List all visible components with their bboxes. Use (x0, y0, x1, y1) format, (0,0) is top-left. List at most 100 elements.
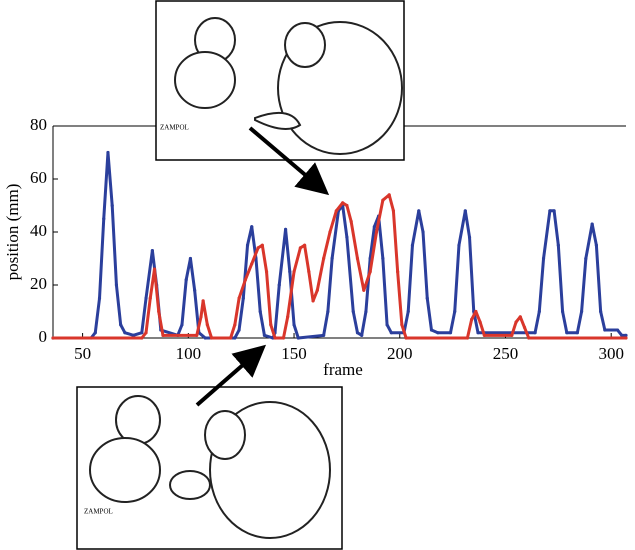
data-point (389, 331, 393, 335)
data-point (565, 331, 569, 335)
data-point (463, 209, 467, 213)
data-point (510, 333, 514, 337)
data-point (421, 230, 425, 234)
data-point (237, 296, 241, 300)
data-point (209, 336, 214, 340)
data-point (448, 331, 453, 335)
data-point (256, 246, 260, 250)
sketch (115, 395, 161, 445)
data-point (355, 331, 360, 335)
data-point (311, 299, 315, 303)
arrow (195, 344, 267, 407)
plot-area: 0 20 40 60 80 50 100 150 200 250 300 (30, 115, 628, 363)
data-point (161, 333, 165, 337)
data-point (624, 333, 628, 337)
data-point (579, 309, 584, 314)
data-point (385, 323, 389, 327)
x-tick-label: 300 (598, 344, 624, 363)
data-point (474, 309, 478, 314)
sketch (89, 437, 161, 503)
y-tick-label: 20 (30, 274, 47, 293)
data-point (233, 336, 237, 340)
data-point (467, 235, 472, 239)
data-point (144, 331, 148, 335)
data-point (624, 336, 628, 340)
data-point (102, 217, 106, 221)
data-point (381, 198, 385, 202)
arrow (248, 126, 330, 196)
data-point (355, 256, 360, 261)
data-point (114, 283, 119, 287)
data-point (368, 270, 372, 274)
data-point (273, 336, 277, 340)
data-point (140, 331, 144, 335)
data-point (620, 333, 624, 337)
data-point (330, 256, 334, 261)
data-point (110, 203, 114, 208)
data-point (326, 309, 330, 314)
data-point (391, 209, 396, 213)
data-point (522, 325, 527, 329)
data-point (417, 209, 421, 213)
data-point (429, 328, 434, 332)
data-point (250, 262, 254, 266)
data-point (345, 203, 349, 208)
data-point (590, 222, 594, 226)
data-point (292, 323, 296, 327)
data-point (322, 256, 326, 261)
data-point (387, 193, 391, 197)
y-tick-label: 40 (30, 221, 47, 240)
data-point (548, 209, 552, 213)
data-point (243, 278, 248, 282)
data-point (406, 309, 410, 314)
data-point (148, 296, 152, 300)
data-point (396, 270, 400, 274)
data-point (552, 209, 556, 213)
data-point (345, 235, 349, 239)
sketch (204, 410, 246, 460)
data-point (119, 323, 123, 327)
data-point (594, 243, 598, 247)
data-point (400, 323, 404, 327)
data-point (404, 336, 408, 340)
data-point (140, 336, 144, 340)
data-point (425, 296, 429, 300)
data-point (603, 328, 607, 332)
data-point (264, 270, 269, 274)
data-point (518, 315, 522, 319)
data-point (470, 317, 474, 322)
data-point (298, 246, 302, 250)
data-point (283, 227, 288, 231)
data-point (436, 331, 440, 335)
x-axis-label: frame (323, 360, 363, 379)
data-point (195, 333, 199, 337)
inset-bottom: ZAMPOL (76, 386, 343, 550)
y-tick-label: 80 (30, 115, 47, 134)
data-point (131, 333, 135, 337)
x-tick-label: 100 (176, 344, 202, 363)
x-tick-label: 150 (281, 344, 307, 363)
data-point (315, 288, 319, 292)
sketch (174, 51, 236, 109)
data-point (453, 309, 457, 314)
data-point (560, 309, 565, 314)
data-point (537, 309, 541, 314)
data-point (362, 288, 366, 292)
data-point (615, 328, 620, 332)
data-point (241, 296, 245, 300)
y-axis-label: position (mm) (3, 184, 22, 281)
sketch (169, 470, 211, 500)
data-point (599, 309, 603, 314)
inset-label: ZAMPOL (84, 508, 113, 516)
sketch (284, 22, 326, 68)
sketch (254, 111, 302, 130)
data-point (334, 209, 338, 213)
data-point (341, 201, 345, 205)
data-point (193, 288, 197, 292)
data-point (322, 333, 326, 337)
data-point (188, 256, 193, 261)
data-point (123, 331, 127, 335)
data-point (351, 309, 355, 314)
data-point (374, 230, 379, 234)
